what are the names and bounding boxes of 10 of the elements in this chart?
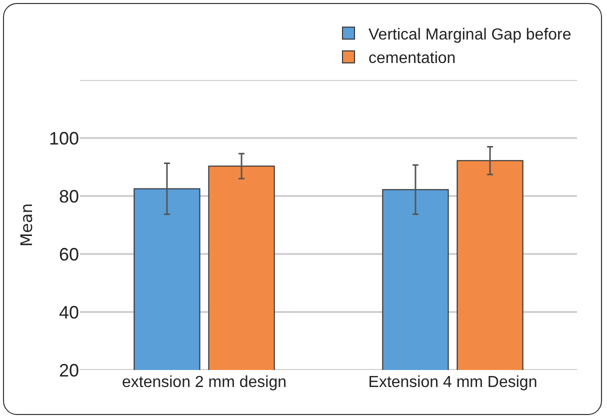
y-tick-label: 60 xyxy=(58,244,79,264)
x-tick-label: extension 2 mm design xyxy=(122,374,287,391)
y-tick-label: 20 xyxy=(58,360,79,380)
y-axis-title: Mean xyxy=(16,203,36,247)
legend-label: cementation xyxy=(368,50,456,68)
x-tick-label: Extension 4 mm Design xyxy=(368,374,538,391)
y-tick-label: 40 xyxy=(58,302,79,322)
legend-label: Vertical Marginal Gap before xyxy=(368,26,572,44)
y-tick-label: 80 xyxy=(58,186,79,206)
y-tick-label: 100 xyxy=(48,128,79,148)
